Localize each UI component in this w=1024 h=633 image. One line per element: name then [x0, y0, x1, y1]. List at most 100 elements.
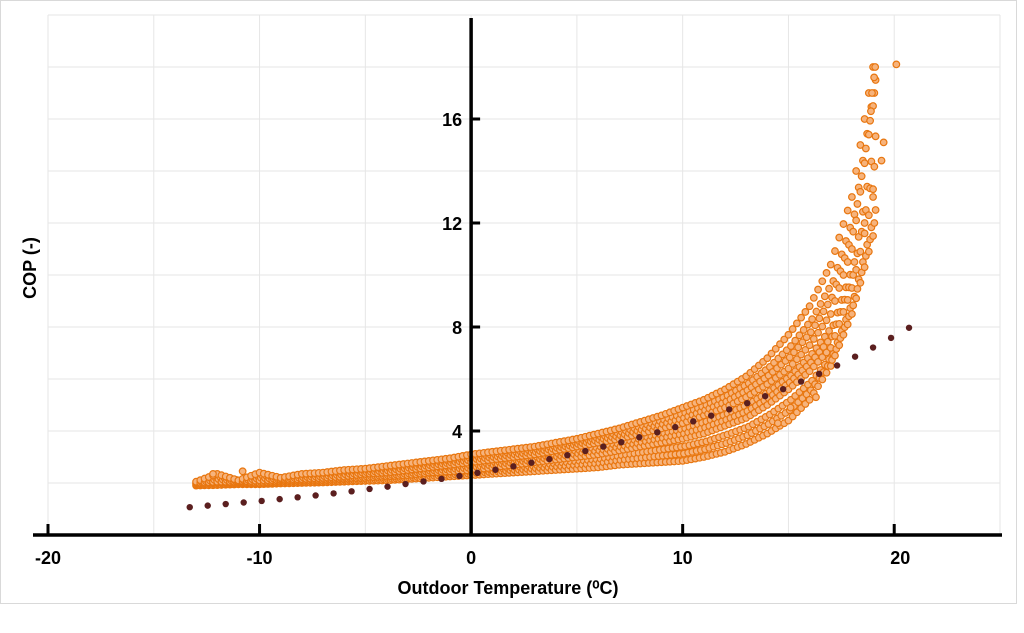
- model-point: [779, 385, 787, 393]
- measured-point: [788, 325, 797, 333]
- measured-point: [780, 335, 789, 344]
- measured-point: [763, 354, 772, 363]
- measured-point: [771, 344, 780, 353]
- measured-point: [797, 350, 806, 359]
- model-point: [851, 353, 859, 360]
- measured-point: [835, 341, 844, 350]
- measured-point: [853, 200, 862, 208]
- measured-point: [767, 349, 776, 358]
- measured-point: [791, 336, 800, 345]
- x-axis-title: Outdoor Temperature (⁰C): [398, 578, 619, 598]
- measured-point: [856, 278, 865, 287]
- measured-point: [818, 322, 827, 331]
- model-point: [420, 478, 427, 485]
- measured-point: [773, 419, 782, 428]
- measured-point: [856, 187, 865, 196]
- measured-point: [806, 328, 815, 337]
- measured-point: [809, 362, 818, 371]
- measured-point: [826, 310, 835, 318]
- measured-point: [825, 284, 833, 293]
- measured-point: [801, 345, 810, 354]
- measured-point: [785, 353, 794, 362]
- model-point: [240, 499, 247, 506]
- measured-point: [802, 333, 811, 342]
- model-point: [330, 490, 337, 497]
- measured-point: [808, 315, 817, 324]
- measured-point: [826, 260, 835, 269]
- measured-point: [856, 247, 865, 256]
- measured-point: [843, 258, 852, 266]
- measured-point: [812, 393, 820, 402]
- x-tick-label: 20: [890, 548, 910, 568]
- measured-point: [869, 232, 877, 240]
- measured-point: [814, 382, 822, 391]
- measured-point: [814, 285, 822, 294]
- measured-point: [849, 227, 858, 236]
- measured-point: [850, 258, 859, 266]
- measured-point: [848, 245, 856, 253]
- model-point: [618, 438, 625, 446]
- measured-series: [192, 60, 901, 490]
- y-tick-label: 12: [442, 214, 462, 234]
- measured-point: [867, 107, 875, 116]
- measured-point: [818, 353, 827, 362]
- model-point: [366, 485, 373, 493]
- measured-point: [814, 357, 822, 366]
- model-point: [654, 429, 661, 436]
- model-point: [690, 418, 697, 425]
- model-point: [743, 399, 751, 407]
- measured-point: [870, 73, 879, 82]
- measured-point: [818, 277, 827, 286]
- chart-frame: [0, 0, 1017, 604]
- measured-point: [805, 341, 814, 350]
- measured-point: [860, 219, 869, 227]
- measured-point: [831, 247, 839, 255]
- measured-point: [797, 313, 806, 322]
- model-point: [402, 480, 409, 488]
- model-point: [708, 412, 715, 419]
- model-point: [348, 488, 355, 495]
- measured-point: [798, 338, 807, 347]
- model-point: [672, 423, 679, 431]
- measured-point: [784, 330, 793, 339]
- measured-point: [871, 206, 880, 214]
- measured-point: [843, 296, 852, 304]
- measured-point: [776, 340, 784, 349]
- measured-point: [788, 360, 797, 368]
- measured-point: [809, 293, 818, 302]
- measured-point: [805, 395, 814, 404]
- model-point: [438, 475, 445, 483]
- measured-point: [818, 375, 827, 384]
- model-point: [384, 483, 391, 490]
- model-point: [222, 500, 229, 508]
- measured-point: [848, 310, 856, 318]
- measured-point: [839, 308, 848, 316]
- measured-point: [870, 219, 879, 227]
- model-point: [815, 370, 823, 377]
- measured-point: [784, 364, 793, 373]
- measured-point: [815, 314, 824, 323]
- measured-point: [805, 302, 814, 311]
- measured-point: [843, 320, 852, 329]
- measured-point: [793, 355, 801, 364]
- model-point: [492, 466, 499, 473]
- model-point: [528, 459, 535, 466]
- model-point: [582, 447, 589, 455]
- measured-point: [871, 63, 880, 71]
- measured-point: [209, 470, 217, 478]
- measured-point: [816, 300, 825, 308]
- y-tick-label: 16: [442, 110, 462, 130]
- tick-labels: -20 -10 0 10 20 4 8 12 16: [35, 110, 910, 568]
- measured-point: [805, 367, 814, 376]
- model-point: [456, 472, 463, 480]
- measured-point: [819, 307, 828, 316]
- measured-point: [811, 321, 820, 330]
- measured-point: [835, 233, 844, 242]
- model-point: [761, 392, 769, 400]
- measured-point: [869, 185, 877, 194]
- measured-point: [801, 308, 810, 316]
- measured-point: [860, 229, 869, 238]
- measured-point: [879, 138, 888, 147]
- measured-point: [823, 300, 832, 309]
